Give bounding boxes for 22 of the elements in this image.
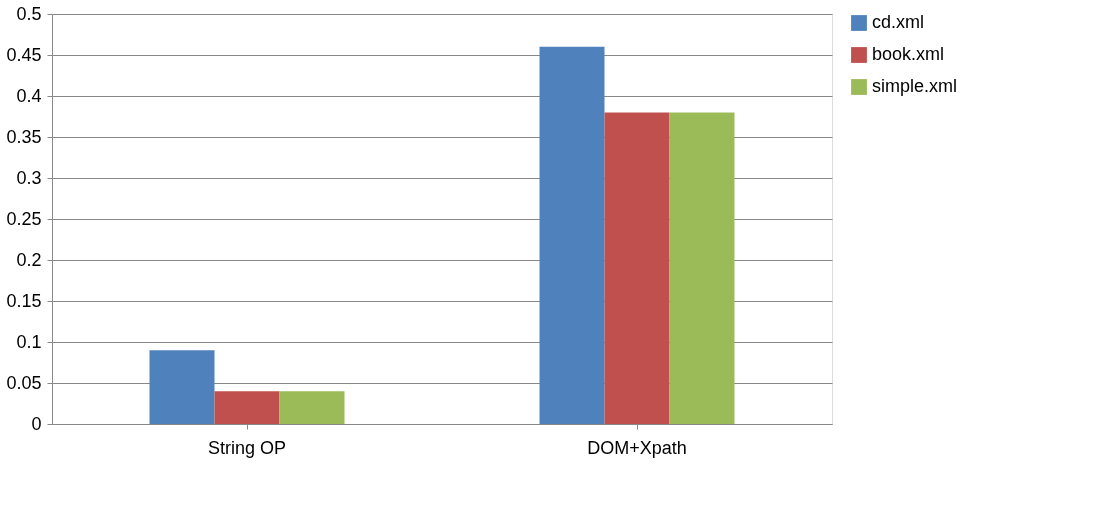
y-tick-label: 0.35	[6, 126, 42, 147]
bar	[279, 391, 345, 424]
y-tick-label: 0.45	[6, 44, 42, 65]
legend-label: book.xml	[872, 44, 945, 64]
y-tick-label: 0.2	[16, 249, 42, 270]
bar	[149, 350, 215, 424]
y-tick-label: 0.25	[6, 208, 42, 229]
y-tick-label: 0.1	[16, 331, 42, 352]
bar	[214, 391, 280, 424]
x-tick-label: String OP	[207, 437, 287, 458]
y-tick-label: 0	[31, 413, 42, 434]
bar	[669, 112, 735, 424]
y-tick-label: 0.4	[16, 85, 42, 106]
y-tick-label: 0.15	[6, 290, 42, 311]
bar	[539, 46, 605, 424]
legend-label: simple.xml	[872, 76, 958, 96]
y-tick-label: 0.05	[6, 372, 42, 393]
y-tick-label: 0.3	[16, 167, 42, 188]
bar	[604, 112, 670, 424]
y-tick-label: 0.5	[16, 3, 42, 24]
legend-label: cd.xml	[872, 12, 925, 32]
x-tick-label: DOM+Xpath	[587, 437, 687, 458]
